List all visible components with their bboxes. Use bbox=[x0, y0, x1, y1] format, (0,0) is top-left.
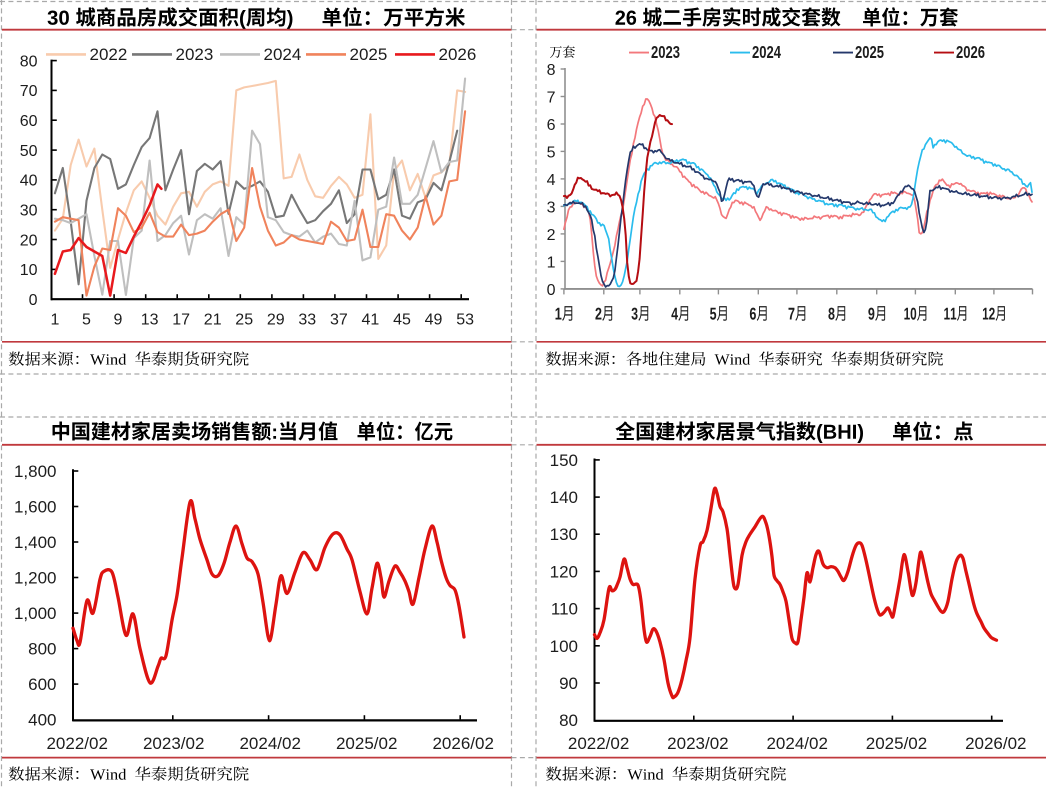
svg-text:3: 3 bbox=[547, 199, 556, 216]
svg-text:2022/02: 2022/02 bbox=[46, 734, 107, 753]
svg-text:30: 30 bbox=[20, 203, 38, 220]
svg-text:2024: 2024 bbox=[264, 45, 302, 64]
svg-text:1,000: 1,000 bbox=[14, 604, 57, 623]
svg-text:130: 130 bbox=[550, 525, 578, 544]
svg-text:1: 1 bbox=[547, 254, 556, 271]
svg-text:2025: 2025 bbox=[350, 45, 388, 64]
svg-text:7: 7 bbox=[547, 89, 556, 106]
svg-text:2026/02: 2026/02 bbox=[432, 734, 493, 753]
svg-text:49: 49 bbox=[425, 312, 443, 329]
svg-text:45: 45 bbox=[393, 312, 411, 329]
svg-text:6: 6 bbox=[547, 117, 556, 134]
svg-text:2022: 2022 bbox=[90, 45, 128, 64]
svg-text:29: 29 bbox=[267, 312, 285, 329]
svg-text:1,200: 1,200 bbox=[14, 569, 57, 588]
svg-text:40: 40 bbox=[20, 173, 38, 190]
svg-text:4: 4 bbox=[547, 172, 556, 189]
svg-text:20: 20 bbox=[20, 232, 38, 249]
svg-text:10: 10 bbox=[20, 262, 38, 279]
svg-text:100: 100 bbox=[550, 637, 578, 656]
svg-text:0: 0 bbox=[29, 292, 38, 309]
svg-text:5: 5 bbox=[82, 312, 91, 329]
svg-text:400: 400 bbox=[28, 711, 56, 730]
svg-text:2026: 2026 bbox=[439, 45, 477, 64]
svg-text:2024: 2024 bbox=[752, 42, 781, 62]
svg-text:37: 37 bbox=[330, 312, 348, 329]
svg-text:53: 53 bbox=[456, 312, 474, 329]
svg-text:140: 140 bbox=[550, 488, 578, 507]
svg-text:1,400: 1,400 bbox=[14, 533, 57, 552]
svg-text:2025/02: 2025/02 bbox=[866, 734, 927, 753]
svg-text:90: 90 bbox=[559, 674, 578, 693]
svg-text:1,800: 1,800 bbox=[14, 462, 57, 481]
svg-text:70: 70 bbox=[20, 83, 38, 100]
svg-text:2026: 2026 bbox=[956, 42, 985, 62]
svg-text:2023/02: 2023/02 bbox=[667, 734, 728, 753]
svg-text:0: 0 bbox=[547, 282, 556, 299]
svg-text:2025/02: 2025/02 bbox=[336, 734, 397, 753]
svg-text:2023: 2023 bbox=[651, 42, 680, 62]
svg-text:2022/02: 2022/02 bbox=[568, 734, 629, 753]
svg-text:2023: 2023 bbox=[176, 45, 214, 64]
svg-text:110: 110 bbox=[551, 600, 578, 619]
svg-text:13: 13 bbox=[141, 312, 159, 329]
svg-text:33: 33 bbox=[298, 312, 316, 329]
svg-text:150: 150 bbox=[550, 451, 578, 470]
svg-text:2024/02: 2024/02 bbox=[766, 734, 827, 753]
svg-text:600: 600 bbox=[28, 675, 56, 694]
svg-text:2024/02: 2024/02 bbox=[239, 734, 300, 753]
svg-text:5: 5 bbox=[547, 144, 556, 161]
svg-text:8: 8 bbox=[547, 62, 556, 79]
svg-text:1,600: 1,600 bbox=[14, 498, 57, 517]
svg-text:2: 2 bbox=[547, 227, 556, 244]
svg-text:41: 41 bbox=[362, 312, 380, 329]
svg-text:2023/02: 2023/02 bbox=[143, 734, 204, 753]
svg-text:21: 21 bbox=[204, 312, 222, 329]
svg-text:800: 800 bbox=[28, 640, 56, 659]
svg-text:2025: 2025 bbox=[855, 42, 884, 62]
svg-text:1: 1 bbox=[50, 312, 59, 329]
svg-text:80: 80 bbox=[559, 711, 578, 730]
svg-text:60: 60 bbox=[20, 113, 38, 130]
svg-text:80: 80 bbox=[20, 53, 38, 70]
svg-text:2026/02: 2026/02 bbox=[965, 734, 1026, 753]
svg-text:25: 25 bbox=[235, 312, 253, 329]
svg-text:9: 9 bbox=[114, 312, 123, 329]
svg-text:17: 17 bbox=[172, 312, 190, 329]
svg-text:50: 50 bbox=[20, 143, 38, 160]
svg-text:120: 120 bbox=[550, 562, 578, 581]
